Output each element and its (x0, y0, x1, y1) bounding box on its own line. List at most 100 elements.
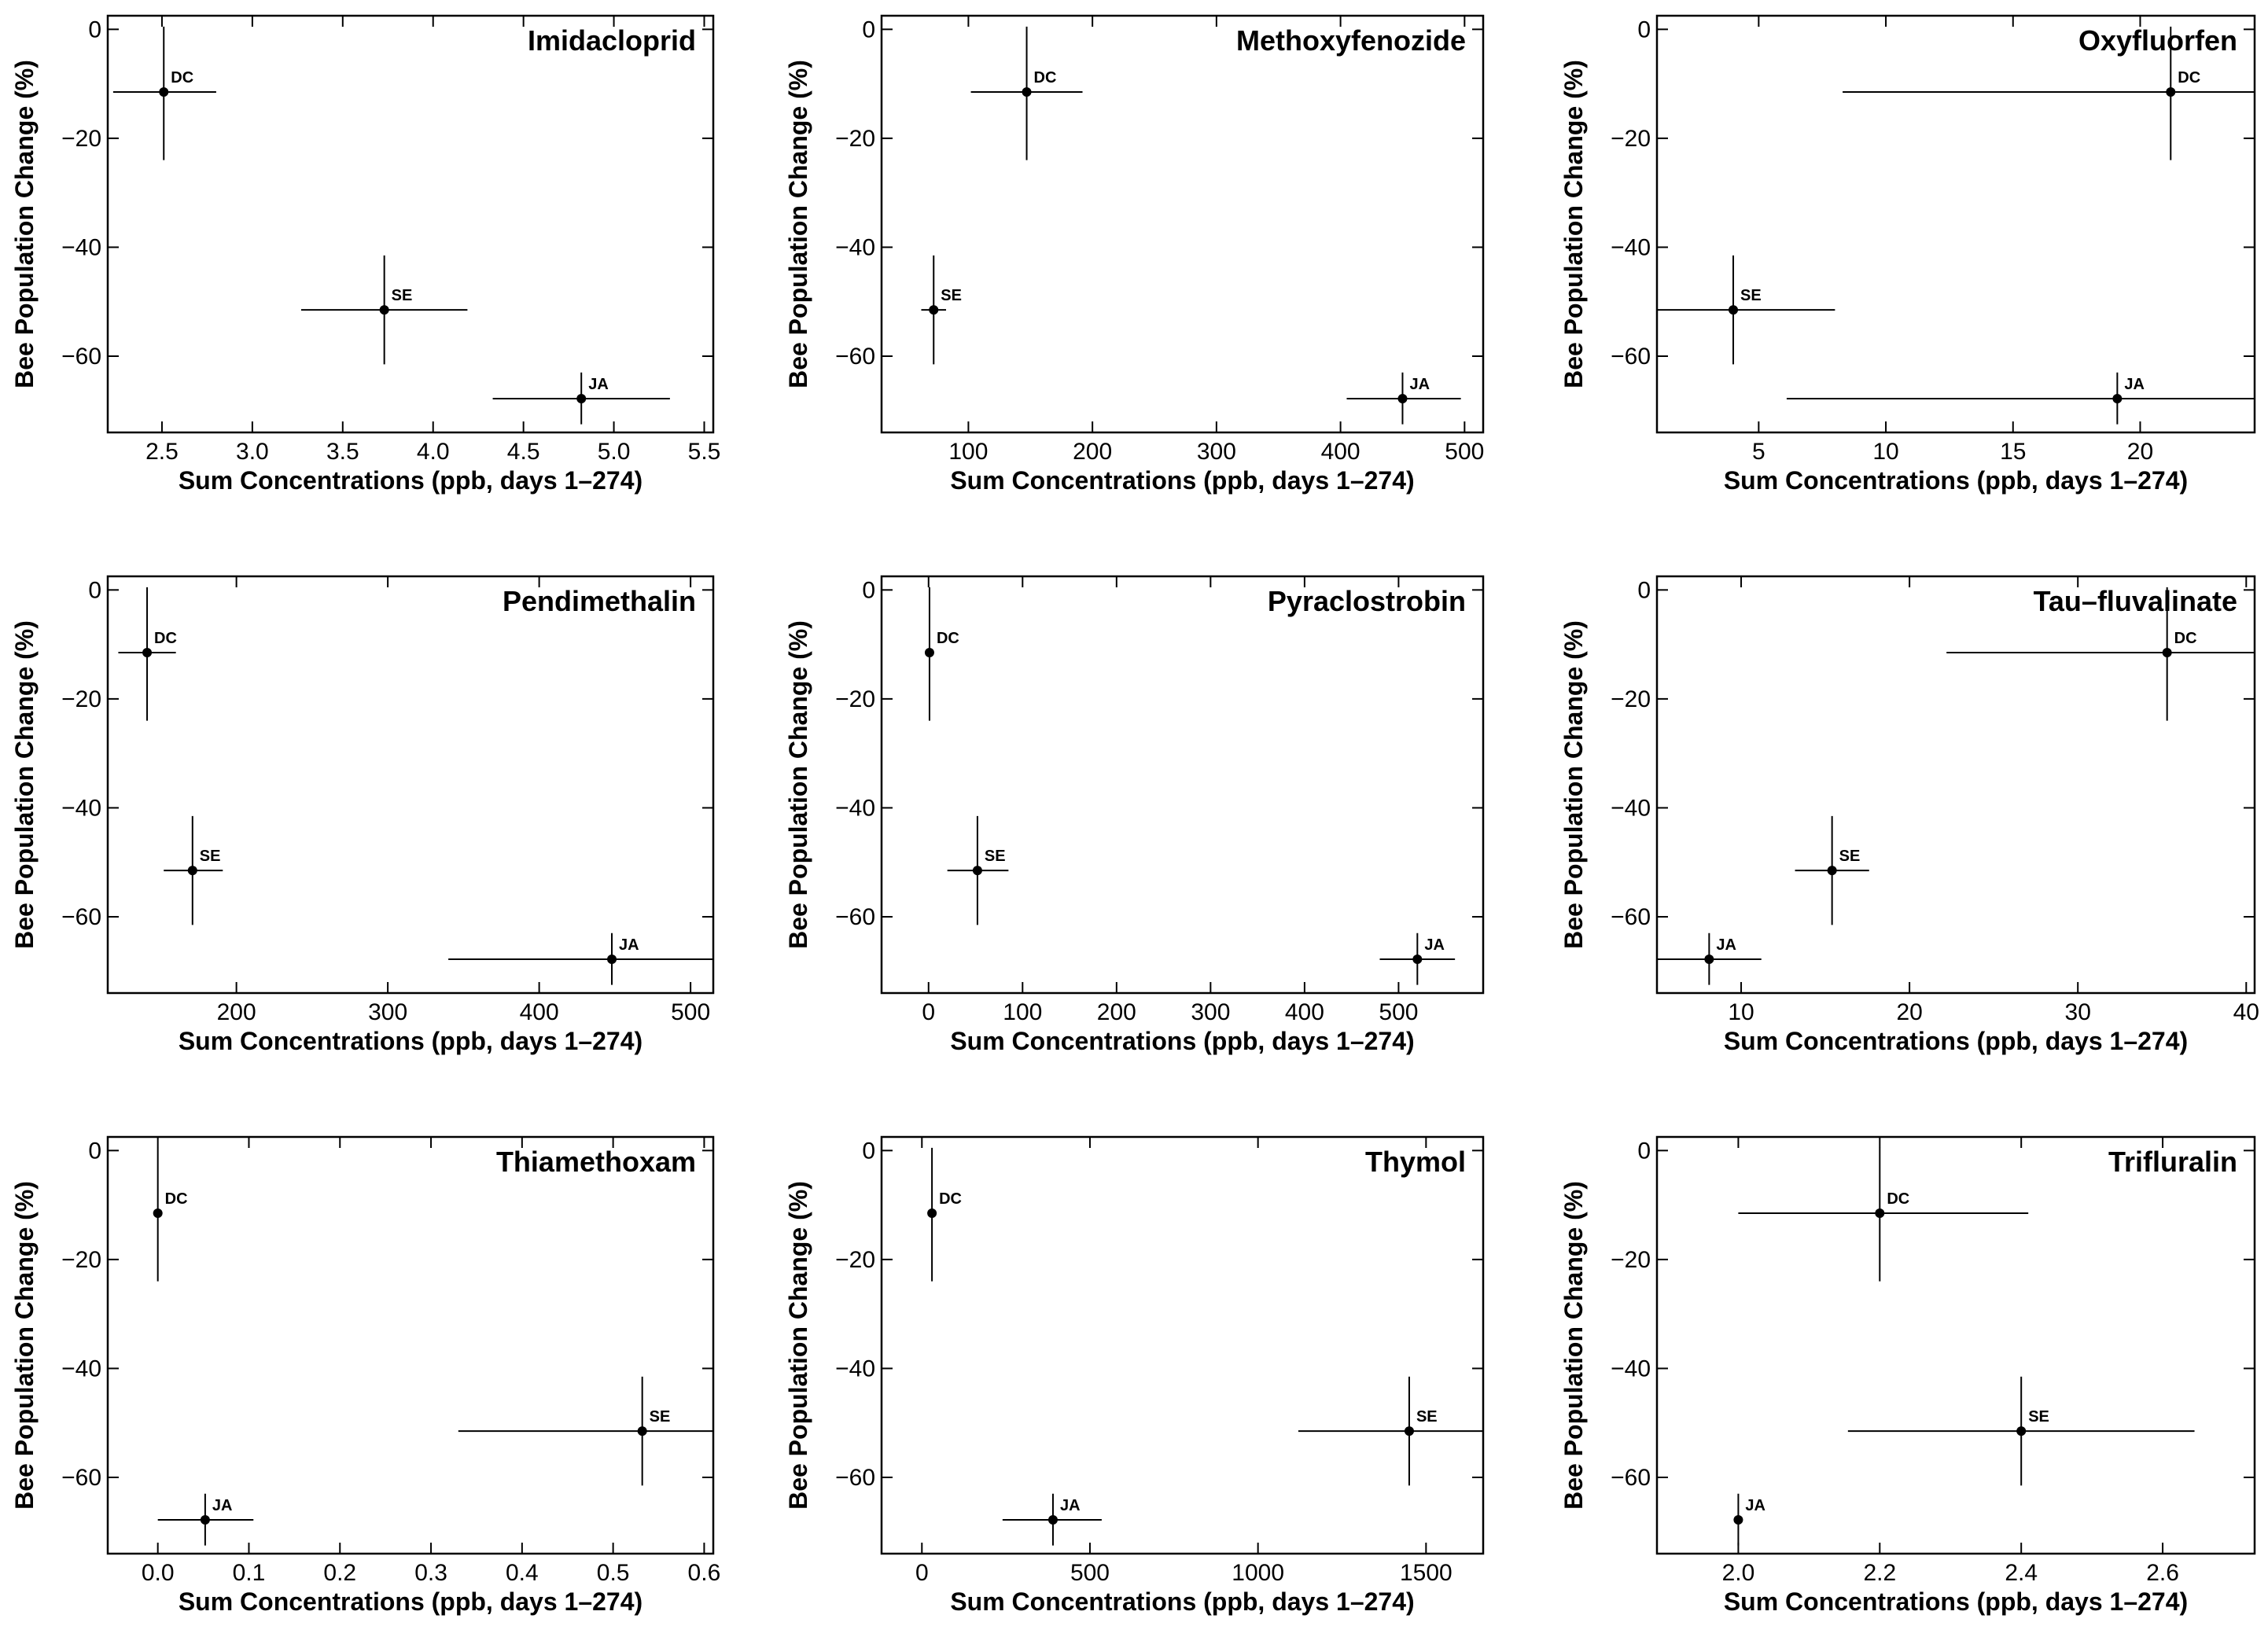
point-label: DC (171, 69, 193, 86)
x-tick-label: 0.4 (506, 1560, 539, 1586)
data-point (927, 1208, 937, 1218)
point-label: JA (1716, 936, 1736, 954)
data-point (972, 866, 982, 876)
x-tick-label: 300 (368, 999, 407, 1025)
points-group (153, 1147, 713, 1546)
y-tick-label: −40 (61, 795, 101, 821)
x-axis-label: Sum Concentrations (ppb, days 1–274) (179, 1027, 642, 1055)
x-axis-label: Sum Concentrations (ppb, days 1–274) (1724, 1027, 2188, 1055)
x-tick-label: 400 (1321, 439, 1360, 465)
x-tick-label: 0 (915, 1560, 929, 1586)
data-point (2112, 394, 2123, 404)
chart-panel: 2.5 3.0 3.5 4.0 4.5 5.0 5.5 0 −20 −40 −60 Sum Conce… (10, 14, 720, 495)
data-point (2016, 1426, 2027, 1436)
point-label: DC (939, 1190, 962, 1208)
point-label: SE (2028, 1408, 2049, 1425)
x-axis-label: Sum Concentrations (ppb, days 1–274) (950, 1587, 1414, 1616)
point-label: SE (392, 287, 413, 304)
point-label: DC (2178, 69, 2200, 86)
x-tick-label: 1500 (1400, 1560, 1452, 1586)
panel-title: Imidacloprid (528, 24, 696, 57)
data-point (1875, 1208, 1885, 1218)
point-label: DC (1887, 1190, 1909, 1208)
y-axis-label: Bee Population Change (%) (10, 1181, 39, 1510)
panel-title: Trifluralin (2108, 1146, 2237, 1178)
y-axis-label: Bee Population Change (%) (784, 60, 812, 388)
x-tick-label: 500 (1379, 999, 1418, 1025)
x-tick-label: 3.5 (326, 439, 359, 465)
x-tick-label: 200 (217, 999, 256, 1025)
y-tick-label: −40 (1611, 795, 1651, 821)
data-point (1047, 1515, 1058, 1525)
x-tick-label: 5 (1752, 439, 1765, 465)
points-group (1733, 1147, 2195, 1546)
x-tick-label: 4.5 (507, 439, 540, 465)
x-tick-label: 300 (1191, 999, 1230, 1025)
x-tick-label: 40 (2233, 999, 2259, 1025)
y-tick-label: −40 (835, 234, 875, 260)
plot-frame (106, 575, 715, 995)
x-tick-label: 2.2 (1863, 1560, 1896, 1586)
y-tick-label: −20 (61, 126, 101, 152)
x-axis-label: Sum Concentrations (ppb, days 1–274) (950, 466, 1414, 495)
point-label: SE (941, 287, 962, 304)
points-group (1657, 26, 2255, 425)
x-tick-label: 500 (1070, 1560, 1110, 1586)
point-label: SE (650, 1408, 671, 1425)
plot-frame (1655, 14, 2256, 434)
x-tick-label: 0.6 (688, 1560, 721, 1586)
y-tick-label: −60 (1611, 344, 1651, 370)
plot-frame (880, 1135, 1485, 1555)
point-label: SE (985, 848, 1006, 865)
points-group (112, 26, 670, 425)
point-label: DC (154, 630, 177, 647)
chart-panel: 10 20 30 40 0 −20 −40 −60 Sum Concentrations (pp… (1559, 575, 2259, 1055)
panel-title: Thiamethoxam (496, 1146, 696, 1178)
chart-panel: 100 200 300 400 500 0 −20 −40 −60 Sum Concentrati… (784, 14, 1484, 495)
data-point (637, 1426, 647, 1436)
panel-title: Methoxyfenozide (1236, 24, 1466, 57)
chart-panel: 5 10 15 20 0 −20 −40 −60 Sum Concentrations (ppb… (1559, 14, 2256, 495)
point-label: JA (1745, 1497, 1765, 1514)
y-tick-label: 0 (1637, 17, 1651, 42)
plot-frame (1655, 1135, 2256, 1555)
y-axis-label: Bee Population Change (%) (10, 60, 39, 388)
chart-panel: 0 100 200 300 400 500 0 −20 −40 −60 Sum Concentrat… (784, 575, 1485, 1055)
y-tick-label: −60 (61, 344, 101, 370)
point-label: SE (200, 848, 221, 865)
y-axis-label: Bee Population Change (%) (1559, 620, 1588, 949)
points-group (927, 1147, 1483, 1546)
y-tick-label: −20 (1611, 686, 1651, 712)
y-tick-label: −20 (1611, 1247, 1651, 1273)
point-label: JA (212, 1497, 233, 1514)
x-tick-label: 0.2 (323, 1560, 356, 1586)
y-tick-label: 0 (88, 577, 101, 603)
chart-panel: 200 300 400 500 0 −20 −40 −60 Sum Concentrations… (10, 575, 715, 1055)
data-point (1733, 1515, 1743, 1525)
data-point (142, 647, 153, 657)
x-axis-label: Sum Concentrations (ppb, days 1–274) (179, 466, 642, 495)
x-tick-label: 2.5 (145, 439, 179, 465)
points-group (924, 587, 1456, 985)
point-label: JA (1060, 1497, 1081, 1514)
y-tick-label: 0 (1637, 1138, 1651, 1164)
y-axis-label: Bee Population Change (%) (10, 620, 39, 949)
y-tick-label: −60 (1611, 904, 1651, 930)
x-tick-label: 10 (1728, 999, 1754, 1025)
data-point (379, 305, 389, 315)
y-tick-label: −40 (61, 234, 101, 260)
point-label: DC (2174, 630, 2197, 647)
x-tick-label: 20 (1896, 999, 1922, 1025)
plot-frame (1655, 575, 2256, 995)
points-group (921, 26, 1461, 425)
data-point (1022, 86, 1032, 97)
data-point (153, 1208, 163, 1218)
y-tick-label: −40 (1611, 1356, 1651, 1381)
panel-title: Pendimethalin (503, 585, 696, 617)
point-label: DC (1034, 69, 1057, 86)
panel-title: Oxyfluorfen (2078, 24, 2237, 57)
y-tick-label: −40 (61, 1356, 101, 1381)
data-point (1704, 955, 1714, 965)
x-tick-label: 0.3 (414, 1560, 447, 1586)
x-tick-label: 2.0 (1722, 1560, 1755, 1586)
